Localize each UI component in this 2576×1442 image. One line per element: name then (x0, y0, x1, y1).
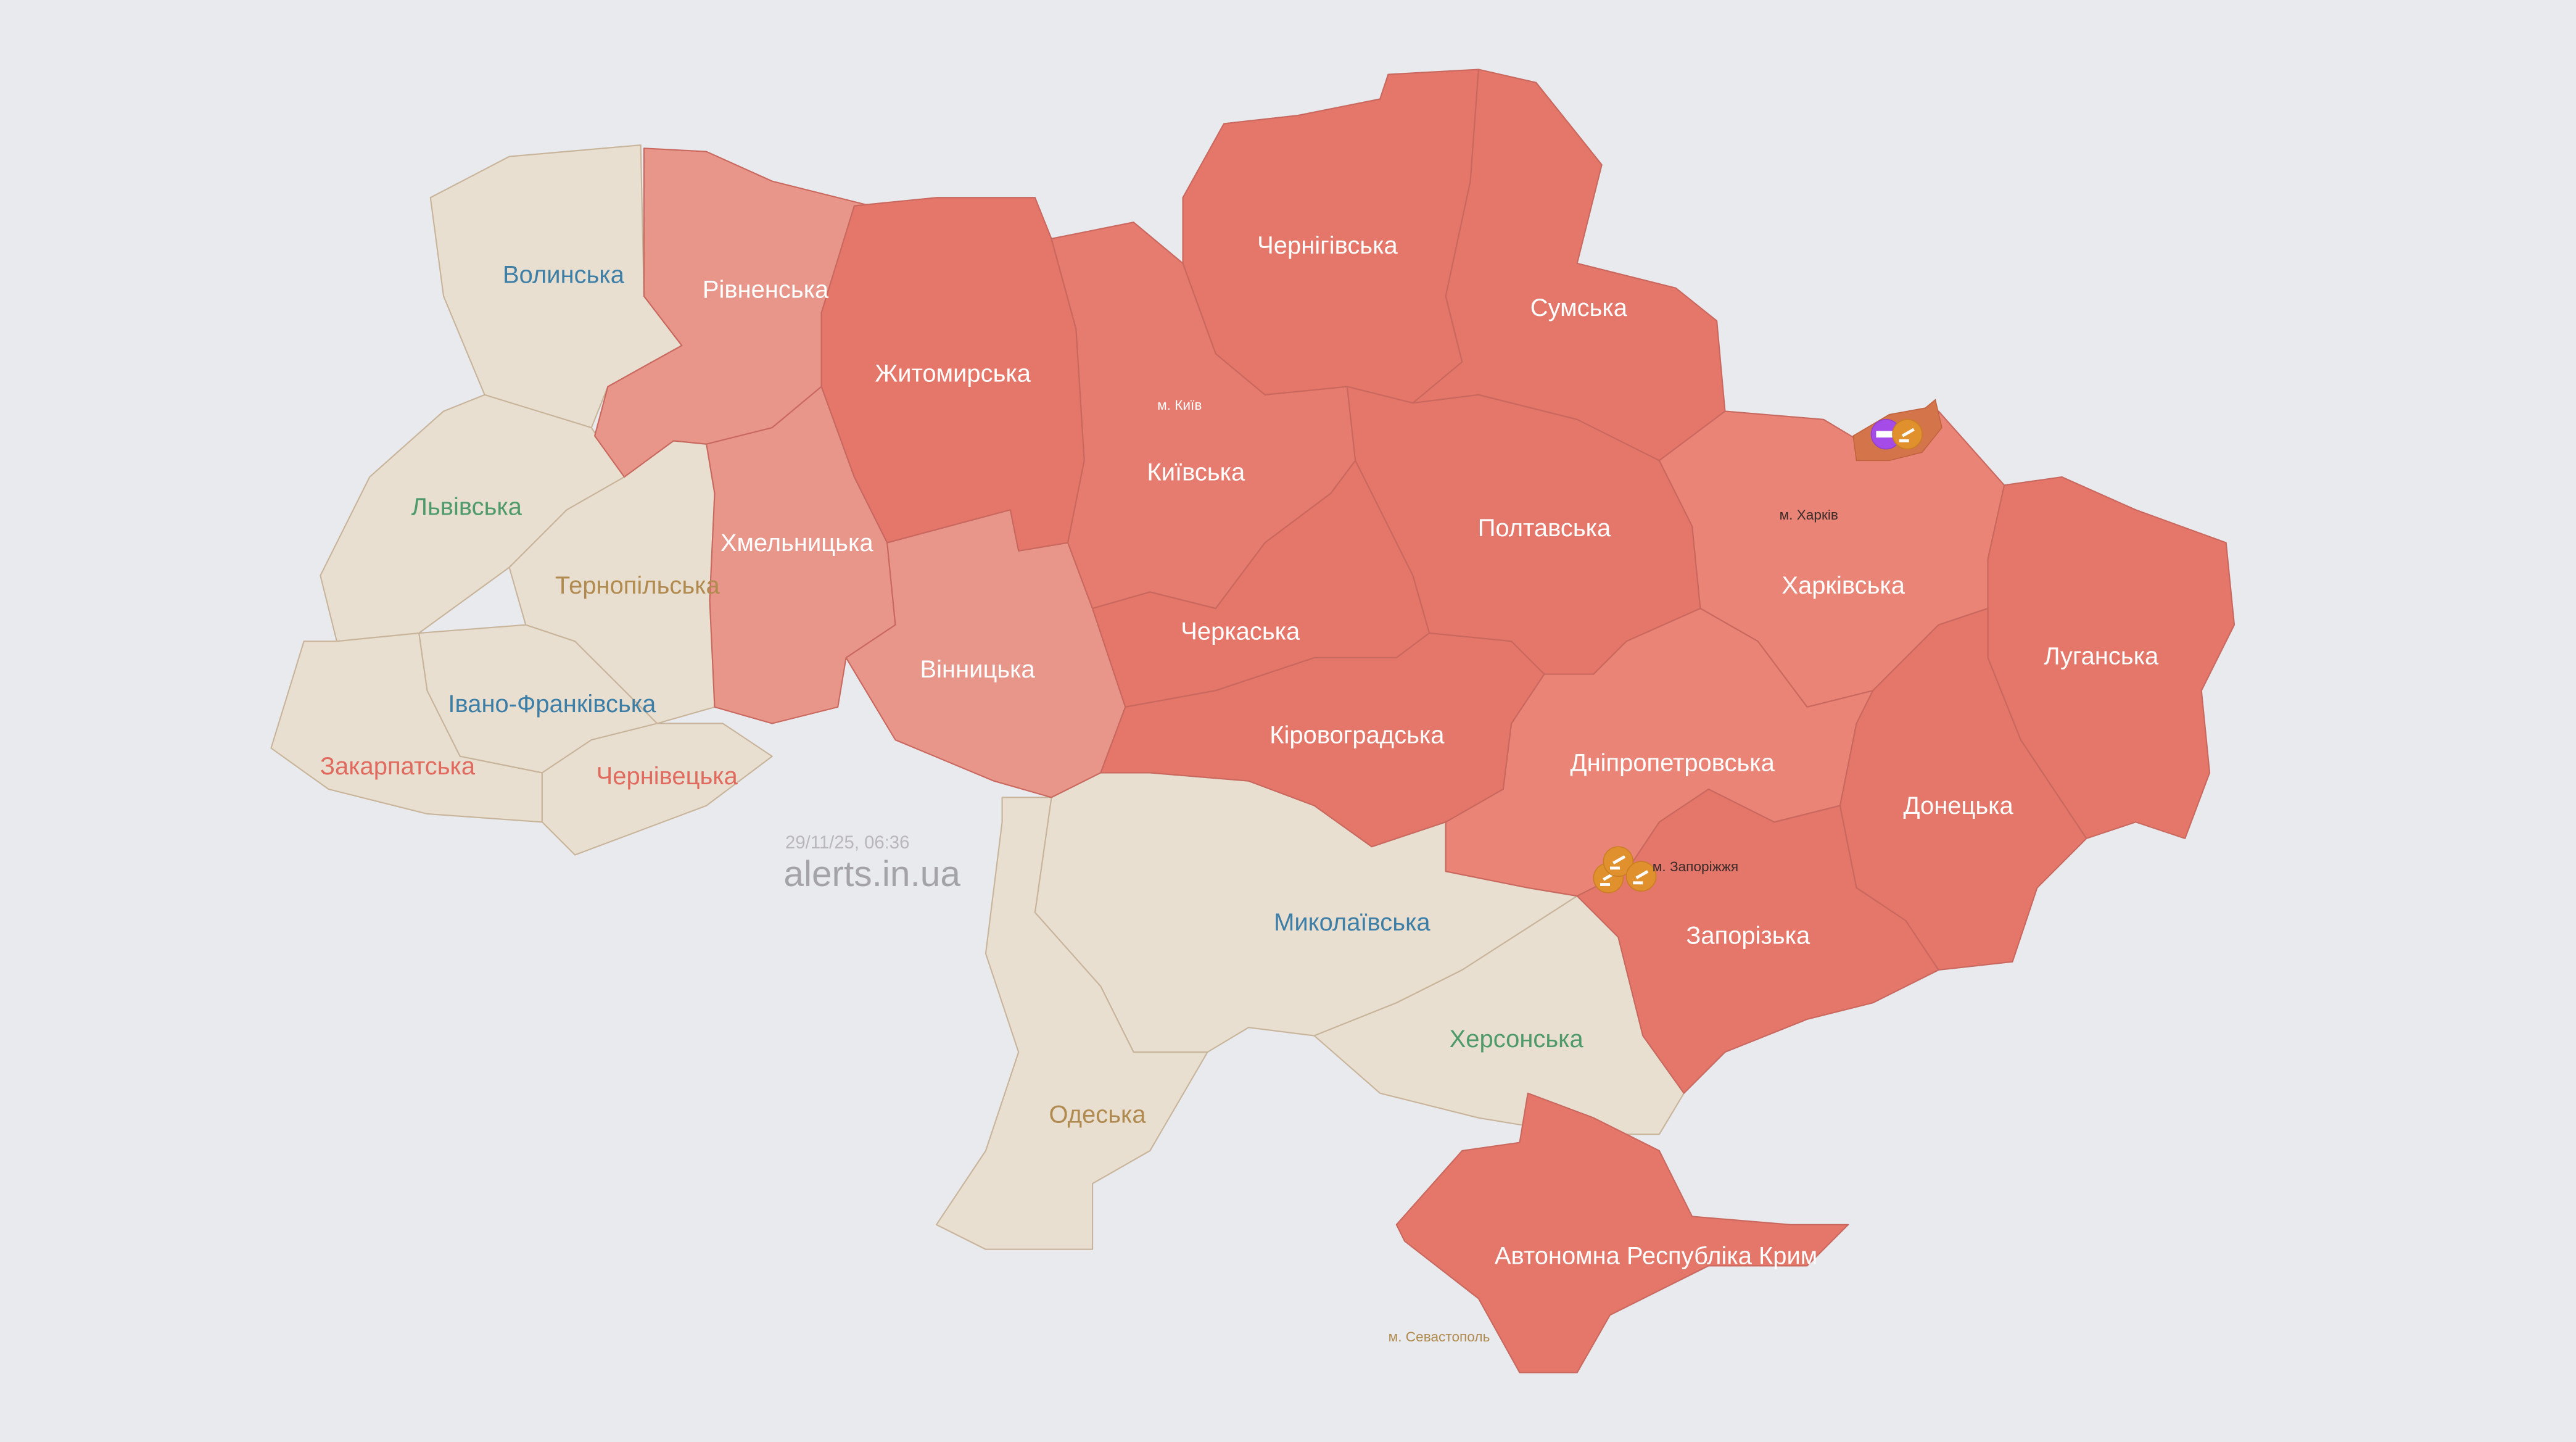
label-khmelnytskyi: Хмельницька (720, 529, 873, 557)
label-rivne: Рівненська (703, 276, 829, 304)
label-zakarpattia: Закарпатська (320, 753, 476, 780)
label-chernivtsi: Чернівецька (597, 763, 738, 790)
label-luhansk: Луганська (2044, 643, 2159, 670)
label-sevastopol: м. Севастополь (1389, 1329, 1490, 1345)
regions (270, 68, 2235, 1374)
label-cherkasy: Черкаська (1181, 618, 1300, 645)
region-zaporizhzhia[interactable] (1576, 788, 1939, 1094)
label-kharkiv-city: м. Харків (1780, 507, 1838, 523)
timestamp: 29/11/25, 06:36 (785, 832, 909, 853)
region-chernivtsi[interactable] (541, 723, 773, 856)
region-zakarpattia[interactable] (270, 632, 543, 823)
label-ivano-frankivsk: Івано-Франківська (448, 690, 656, 718)
region-labels: Волинська Рівненська Львівська Тернопіль… (320, 232, 2159, 1345)
label-volyn: Волинська (503, 262, 625, 289)
artillery-marker[interactable] (1892, 418, 1923, 450)
artillery-icon (1610, 855, 1626, 870)
label-chernihiv: Чернігівська (1257, 232, 1398, 259)
region-crimea[interactable] (1395, 1092, 1849, 1374)
site-watermark: alerts.in.ua (783, 854, 960, 894)
artillery-marker[interactable] (1625, 861, 1657, 892)
label-donetsk: Донецька (1904, 792, 2014, 819)
region-odesa[interactable] (935, 797, 1208, 1250)
label-kherson: Херсонська (1450, 1026, 1584, 1053)
label-dnipro: Дніпропетровська (1571, 750, 1775, 777)
label-odesa: Одеська (1049, 1101, 1147, 1129)
artillery-icon (1633, 870, 1649, 885)
label-kyiv: Київська (1147, 458, 1245, 486)
markers (1593, 418, 1923, 893)
label-kharkiv: Харківська (1781, 572, 1905, 599)
label-kirovohrad: Кіровоградська (1269, 721, 1445, 748)
artillery-icon (1899, 428, 1915, 442)
label-kyiv-city: м. Київ (1157, 397, 1202, 413)
region-zhytomyr[interactable] (820, 197, 1085, 552)
label-lviv: Львівська (411, 493, 522, 520)
label-mykolaiv: Миколаївська (1274, 909, 1430, 936)
tank-icon (1876, 431, 1896, 438)
label-zhytomyr: Житомирська (875, 360, 1031, 387)
label-vinnytsia: Вінницька (920, 656, 1036, 683)
label-poltava: Полтавська (1478, 515, 1611, 542)
label-sumy: Сумська (1530, 294, 1628, 321)
label-zaporizhzhia-city: м. Запоріжжя (1653, 859, 1738, 874)
label-ternopil: Тернопільська (555, 572, 720, 599)
label-crimea: Автономна Республіка Крим (1495, 1243, 1817, 1270)
label-zaporizhzhia: Запорізька (1686, 922, 1810, 949)
artillery-marker[interactable] (1603, 846, 1634, 877)
